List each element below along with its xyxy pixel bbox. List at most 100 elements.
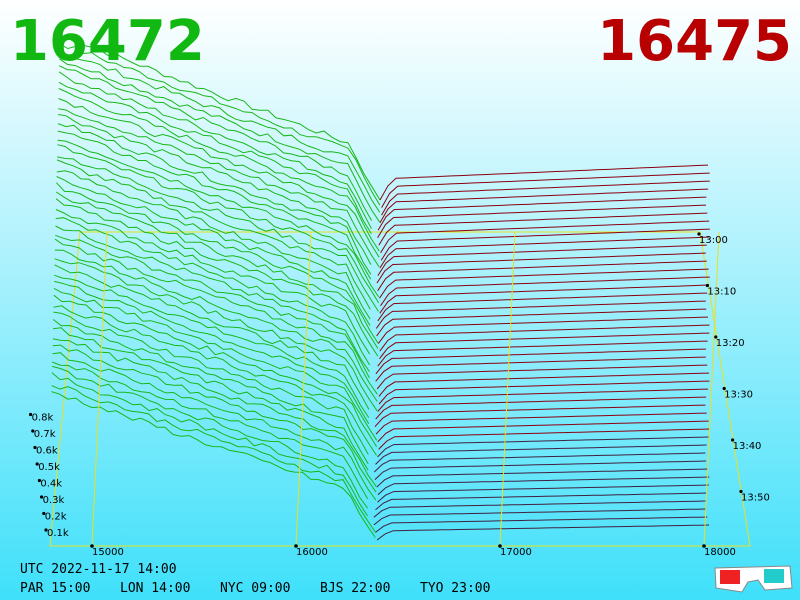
bid-curve	[52, 344, 377, 493]
ask-curve	[378, 372, 710, 397]
ask-curve	[379, 164, 709, 201]
time-label: 13:10	[707, 287, 736, 298]
ask-curve	[377, 420, 709, 443]
ask-curve	[377, 260, 707, 291]
bid-curve	[56, 176, 371, 326]
time-label: 13:20	[716, 338, 745, 349]
ask-curve	[379, 284, 710, 314]
depth-label: 0.7k	[34, 429, 56, 440]
bid-curve	[57, 144, 380, 304]
bid-curve	[56, 182, 379, 344]
ask-curve	[377, 292, 708, 322]
price-label: 16000	[296, 547, 328, 558]
bid-curve	[54, 238, 378, 395]
ask-curve	[375, 348, 706, 375]
time-tick	[705, 283, 710, 288]
depth-tick	[40, 495, 44, 499]
ask-curve	[379, 188, 709, 223]
time-tick	[739, 489, 743, 494]
bid-curve	[58, 81, 372, 235]
bid-curve	[59, 51, 381, 213]
bid-curve	[54, 280, 370, 424]
price-tick	[498, 544, 502, 548]
price-tick	[702, 544, 706, 548]
time-tick	[722, 386, 726, 391]
depth-tick	[29, 412, 33, 417]
zone-time: PAR 15:00	[20, 581, 90, 596]
zone-time: NYC 09:00	[220, 581, 290, 596]
depth-tick	[33, 445, 37, 450]
time-label: 13:40	[733, 441, 762, 452]
ask-curve	[374, 460, 707, 480]
ask-price: 16475	[597, 9, 792, 74]
price-grid	[91, 231, 108, 547]
ask-curve	[381, 180, 710, 216]
bid-curve	[54, 264, 370, 410]
ask-curve	[378, 428, 710, 450]
ask-curve	[375, 300, 706, 329]
ask-curve	[380, 276, 710, 307]
ask-curve	[377, 484, 709, 503]
ask-curve	[377, 340, 708, 367]
ask-curve	[376, 468, 709, 488]
bid-curve	[56, 170, 371, 320]
bid-curve	[58, 71, 372, 230]
bid-curve	[51, 385, 376, 533]
bid-curve	[59, 43, 381, 206]
price-label: 15000	[92, 547, 124, 558]
ask-curve	[376, 364, 708, 390]
ask-curve	[375, 492, 708, 511]
time-tick	[731, 438, 735, 442]
price-grid	[499, 231, 516, 547]
ask-curve	[380, 220, 710, 254]
zone-time: BJS 22:00	[320, 581, 390, 596]
ask-curve	[377, 244, 707, 276]
time-label: 13:30	[724, 390, 753, 401]
bid-curve	[52, 319, 369, 465]
ask-curve	[379, 324, 710, 352]
depth-tick	[37, 478, 42, 483]
zone-time: TYO 23:00	[420, 581, 490, 596]
ask-curve	[377, 388, 709, 412]
bid-curve	[52, 361, 369, 500]
price-label: 18000	[704, 547, 736, 558]
bid-curve	[51, 372, 368, 517]
bid-curve	[57, 130, 372, 280]
bid-curve	[58, 88, 380, 252]
ask-curve	[377, 196, 707, 231]
ask-curve	[378, 380, 710, 405]
bid-curve	[54, 274, 370, 418]
time-tick	[697, 232, 701, 236]
depth-label: 0.8k	[32, 413, 54, 424]
ask-curve	[375, 516, 708, 533]
depth-tick	[42, 511, 46, 516]
bid-curve	[58, 108, 380, 268]
bid-curve	[55, 225, 370, 372]
bid-curve	[53, 294, 378, 447]
price-grid	[295, 231, 312, 547]
bid-curve	[55, 209, 371, 355]
price-grid	[703, 231, 720, 547]
depth-curves	[51, 34, 710, 541]
axis-labels: 15000 16000 17000 18000 0.1k 0.2k 0.3k 0.4k 0.5k…	[29, 231, 770, 558]
ask-curve	[374, 404, 706, 428]
bid-curve	[56, 159, 371, 310]
bid-curve	[58, 65, 373, 221]
depth-tick	[35, 462, 39, 466]
bid-curve	[51, 365, 369, 509]
ask-curve	[379, 236, 709, 269]
depth-label: 0.2k	[45, 512, 67, 523]
depth-tick	[31, 429, 35, 433]
ask-curve	[373, 500, 706, 518]
ask-curve	[375, 356, 706, 382]
bid-curve	[54, 258, 378, 412]
bid-curve	[57, 123, 372, 275]
time-label: 13:50	[741, 493, 770, 504]
depth-label: 0.6k	[36, 446, 58, 457]
ask-curve	[376, 308, 707, 337]
bid-curve	[51, 391, 376, 538]
ask-curve	[380, 228, 710, 261]
depth-label: 0.1k	[47, 528, 69, 539]
bid-curve	[58, 114, 372, 265]
